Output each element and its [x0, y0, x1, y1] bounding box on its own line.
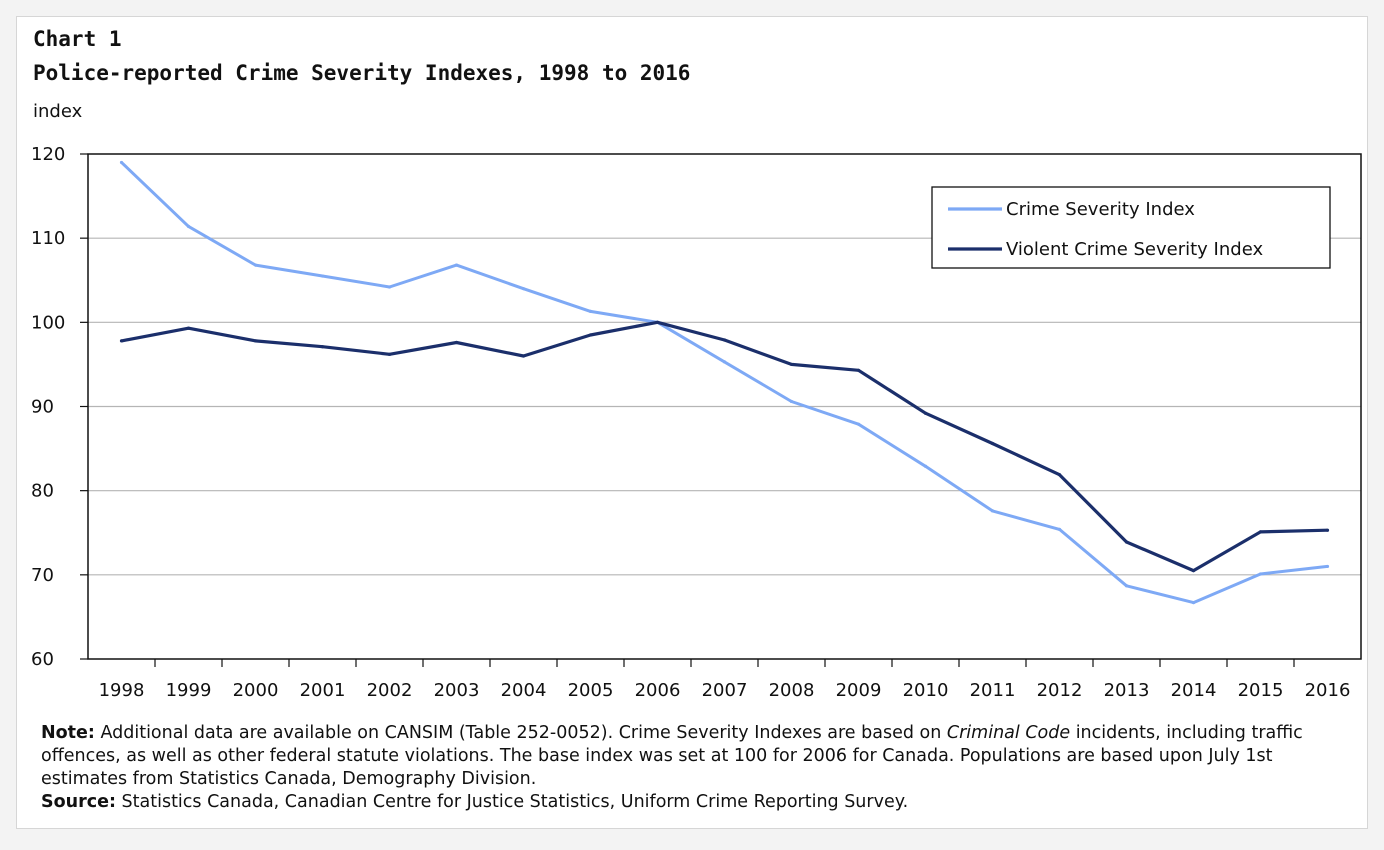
- data-point: [253, 339, 258, 343]
- x-tick-label: 2002: [367, 680, 413, 701]
- data-point: [454, 263, 459, 267]
- x-tick-label: 2000: [233, 680, 279, 701]
- source-paragraph: Source: Statistics Canada, Canadian Cent…: [41, 791, 1341, 814]
- data-point: [1124, 540, 1129, 544]
- data-point: [119, 160, 124, 165]
- data-point: [387, 352, 392, 356]
- chart-panel: [16, 16, 1368, 829]
- legend-label: Violent Crime Severity Index: [1006, 239, 1263, 260]
- data-point: [186, 326, 191, 330]
- data-point: [1325, 564, 1330, 569]
- x-tick-label: 2007: [702, 680, 748, 701]
- x-tick-label: 2011: [970, 680, 1016, 701]
- data-point: [1124, 584, 1129, 588]
- data-point: [521, 287, 526, 291]
- data-point: [923, 411, 928, 415]
- series-line-2: [121, 320, 1328, 573]
- x-tick-label: 2010: [903, 680, 949, 701]
- x-tick-label: 2006: [635, 680, 681, 701]
- data-point: [990, 509, 995, 513]
- y-tick-label: 110: [31, 228, 65, 249]
- data-point: [1258, 572, 1263, 576]
- x-tick-label: 2001: [300, 680, 346, 701]
- data-point: [1191, 569, 1196, 573]
- data-point: [923, 464, 928, 468]
- x-tick-label: 2016: [1305, 680, 1351, 701]
- y-axis-ticks: 60 70 80 90 100 110 120: [31, 144, 88, 670]
- data-point: [588, 309, 593, 313]
- y-tick-label: 80: [31, 481, 54, 502]
- x-tick-label: 2005: [568, 680, 614, 701]
- data-point: [588, 333, 593, 337]
- series-lines: [119, 160, 1330, 605]
- data-point: [856, 368, 861, 372]
- note-text-2: incidents, including traffic offences, a…: [41, 723, 1303, 789]
- source-text: Statistics Canada, Canadian Centre for J…: [115, 792, 909, 812]
- data-point: [1057, 473, 1062, 477]
- chart-title: Police-reported Crime Severity Indexes, …: [33, 61, 691, 85]
- y-tick-label: 70: [31, 565, 54, 586]
- data-point: [119, 339, 124, 343]
- x-tick-label: 2009: [836, 680, 882, 701]
- data-point: [789, 362, 794, 367]
- data-point: [521, 354, 526, 358]
- x-tick-label: 2015: [1238, 680, 1284, 701]
- data-point: [722, 360, 727, 364]
- data-point: [387, 285, 392, 289]
- data-point: [186, 224, 191, 228]
- data-point: [789, 399, 794, 404]
- x-tick-label: 2003: [434, 680, 480, 701]
- note-italic: Criminal Code: [946, 723, 1071, 743]
- data-point: [722, 338, 727, 342]
- legend: Crime Severity Index Violent Crime Severi…: [931, 186, 1331, 269]
- x-tick-label: 2012: [1037, 680, 1083, 701]
- x-tick-label: 2013: [1104, 680, 1150, 701]
- data-point: [1057, 527, 1062, 531]
- data-point: [1325, 528, 1330, 532]
- data-point: [253, 263, 258, 267]
- y-tick-label: 90: [31, 397, 54, 418]
- x-tick-label: 1999: [166, 680, 212, 701]
- data-point: [320, 345, 325, 349]
- chart-notes: Note: Additional data are available on C…: [41, 722, 1341, 814]
- note-text-1: Additional data are available on CANSIM …: [94, 723, 947, 743]
- gridlines: [88, 237, 1361, 576]
- data-point: [320, 274, 325, 278]
- plot-frame: [87, 153, 1362, 660]
- data-point: [990, 441, 995, 446]
- data-point: [454, 340, 459, 345]
- data-point: [856, 422, 861, 426]
- data-point: [1258, 530, 1263, 534]
- note-paragraph: Note: Additional data are available on C…: [41, 722, 1341, 791]
- legend-box: [931, 186, 1331, 269]
- y-tick-label: 120: [31, 144, 65, 165]
- y-axis-unit-label: index: [33, 101, 83, 122]
- x-tick-label: 2008: [769, 680, 815, 701]
- legend-label: Crime Severity Index: [1006, 199, 1195, 220]
- x-tick-label: 2014: [1171, 680, 1217, 701]
- y-tick-label: 60: [31, 649, 54, 670]
- source-label: Source:: [41, 792, 116, 812]
- data-point: [655, 320, 660, 324]
- chart-number: Chart 1: [33, 27, 122, 51]
- y-tick-label: 100: [31, 312, 65, 333]
- x-tick-label: 1998: [99, 680, 145, 701]
- data-point: [1191, 601, 1196, 605]
- x-tick-label: 2004: [501, 680, 547, 701]
- note-label: Note:: [41, 723, 95, 743]
- x-axis-ticks: 1998 1999 2000 2001 2002 2003 2004 2005 2006 2007…: [99, 659, 1351, 701]
